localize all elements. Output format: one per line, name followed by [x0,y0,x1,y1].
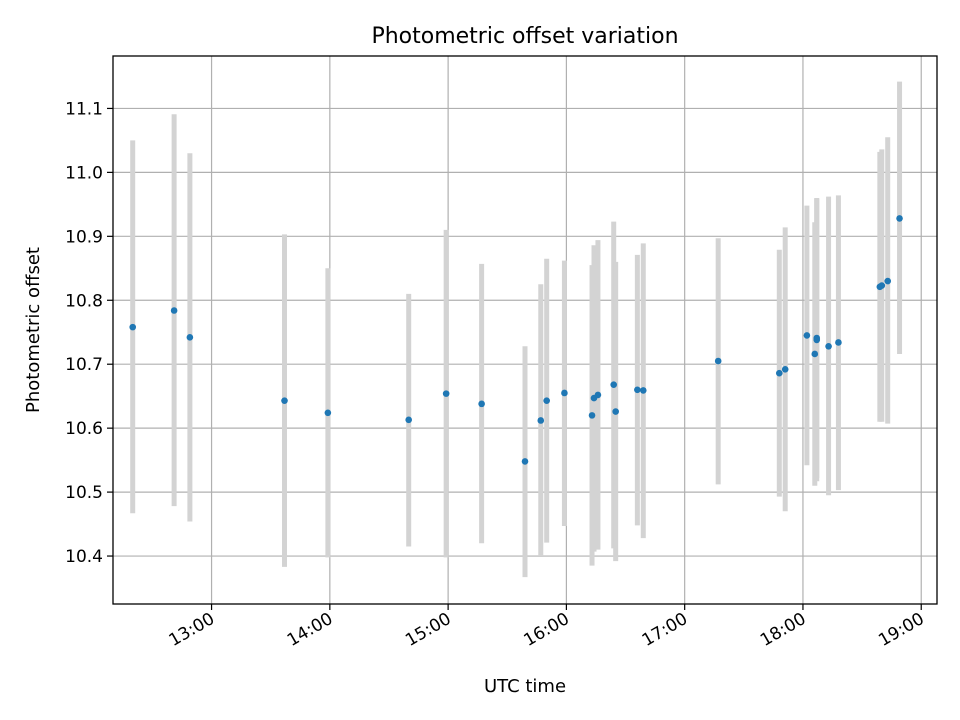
data-point [813,334,821,342]
x-axis-label: UTC time [484,676,566,697]
data-point [170,307,178,314]
y-axis-label: Photometric offset [23,247,44,413]
data-point [594,391,602,399]
y-axis-ticks: 10.4 10.5 10.6 10.7 10.8 10.9 11.0 11.1 [65,99,113,567]
data-point [129,323,137,331]
data-point [324,409,332,417]
data-point [884,277,892,285]
data-point [281,397,288,404]
data-point [825,343,832,350]
data-point [612,408,619,415]
data-point [537,417,545,424]
y-tick-label: 10.4 [65,547,103,567]
y-tick-label: 11.0 [65,163,103,183]
y-tick-label: 10.9 [65,227,103,247]
y-tick-label: 11.1 [65,99,103,119]
plot-frame [112,55,938,605]
data-point [714,357,722,365]
data-point [186,334,194,341]
data-point [896,215,903,222]
data-point [803,332,811,339]
y-tick-label: 10.8 [65,291,103,311]
data-point [781,366,789,373]
data-point [588,412,596,419]
data-point [543,397,550,404]
data-points [129,215,903,465]
data-point [634,386,641,394]
data-point [878,282,886,289]
y-tick-label: 10.5 [65,483,103,503]
data-point [639,387,647,394]
data-point [811,350,819,358]
data-point [610,381,618,388]
y-tick-label: 10.7 [65,355,103,375]
data-point [405,416,412,424]
y-tick-label: 10.6 [65,419,103,439]
chart-title: Photometric offset variation [371,24,678,49]
data-point [521,458,529,465]
data-point [442,390,450,397]
data-point [835,339,842,346]
data-point [478,400,485,408]
data-point [561,389,568,397]
data-point [775,369,783,377]
